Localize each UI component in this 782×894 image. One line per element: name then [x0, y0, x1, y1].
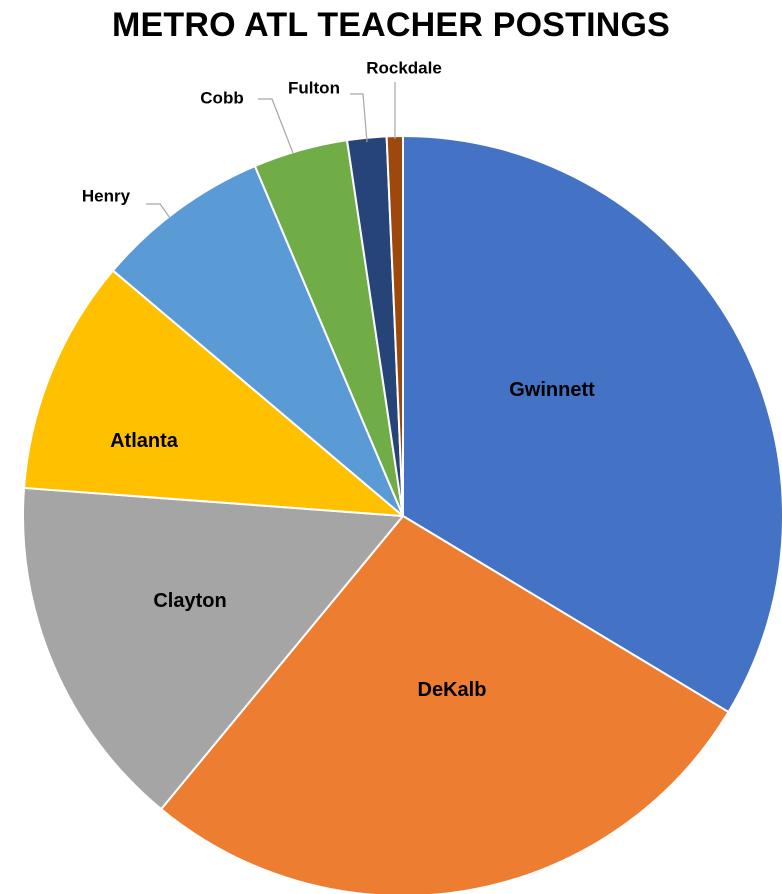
pie-slice-henry: [111, 165, 404, 517]
slice-label-rockdale: Rockdale: [366, 59, 442, 78]
chart-title: METRO ATL TEACHER POSTINGS: [111, 6, 671, 44]
leader-line-fulton: [350, 93, 368, 143]
slice-label-henry: Henry: [82, 187, 131, 206]
leader-line-cobb: [258, 98, 294, 154]
pie-slice-gwinnett: [402, 135, 782, 714]
slice-label-gwinnett: Gwinnett: [509, 379, 595, 401]
pie-slice-dekalb: [160, 515, 730, 894]
slice-label-fulton: Fulton: [288, 79, 340, 98]
leader-line-henry: [146, 203, 171, 219]
slice-label-atlanta: Atlanta: [110, 430, 179, 452]
slice-label-clayton: Clayton: [153, 590, 226, 612]
labels-layer: Gwinnett DeKalb Clayton Atlanta Henry Cobb Ful…: [82, 59, 595, 702]
slice-label-dekalb: DeKalb: [418, 679, 487, 701]
pie-slice-clayton: [22, 486, 404, 811]
slice-label-cobb: Cobb: [200, 89, 243, 108]
leader-lines-layer: [146, 82, 396, 219]
pie-slice-atlanta: [23, 269, 404, 517]
slices-layer: [22, 134, 782, 894]
